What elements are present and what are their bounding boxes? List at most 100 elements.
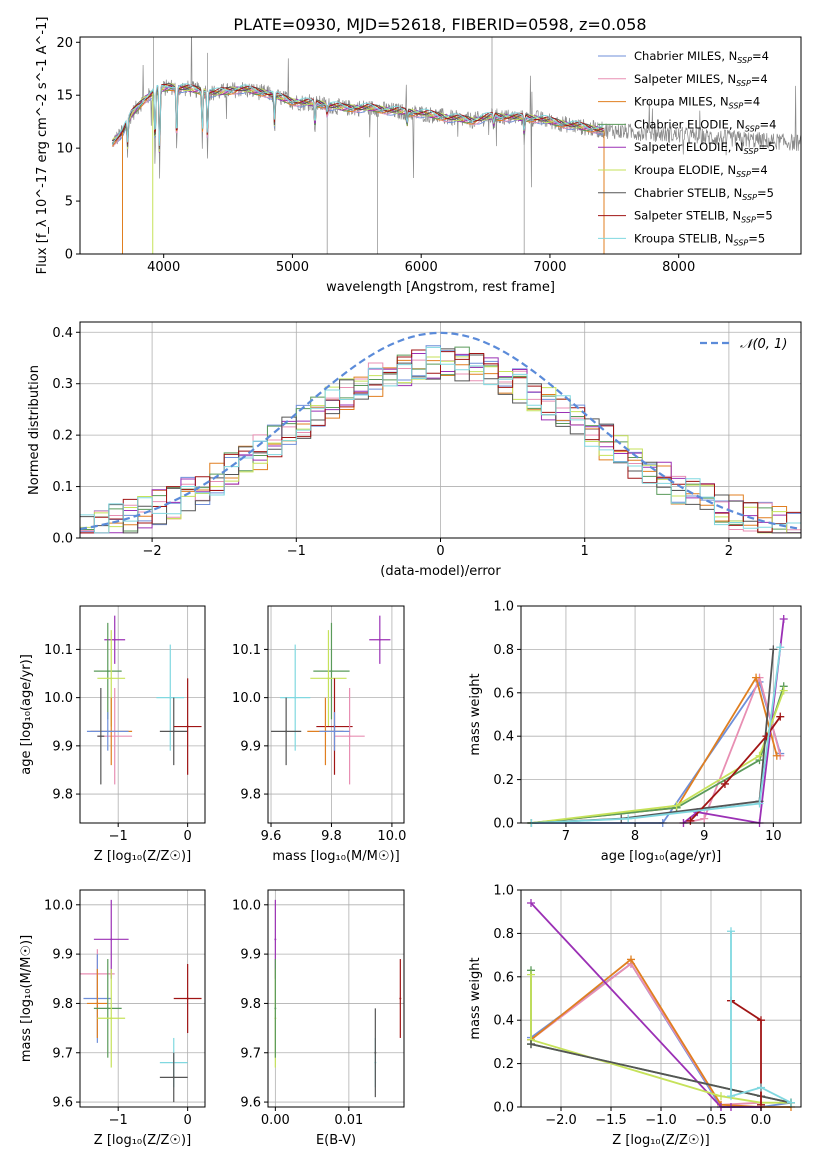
series-marker [624,814,633,823]
y-tick-label: 10.0 [44,898,73,913]
data-point [113,638,116,641]
y-axis-label: mass weight [468,673,483,755]
y-tick-label: 10.0 [232,691,261,706]
y-tick-label: 20 [56,36,73,51]
x-tick-label: 10.0 [377,829,406,844]
spectrum-panel: 4000 5000 6000 7000 8000 0 5 10 15 20 wavelength [… [35,17,802,295]
series-marker [720,779,729,788]
data-point [186,725,189,728]
x-tick-label: −1 [109,829,128,844]
mass-vs-Z-panel: −1 0 9.6 9.7 9.8 9.9 10.0 Z [log₁₀(Z/Z☉)] mass [… [19,889,206,1148]
data-point [113,735,116,738]
y-tick-label: 0.2 [493,773,514,788]
series-line [530,962,762,1106]
y-tick-label: 0.8 [493,927,514,942]
series-line [531,675,778,824]
series-marker [757,1083,765,1092]
data-point [110,1017,113,1020]
y-tick-label: 9.8 [52,788,73,803]
x-tick-label: 0.0 [751,1113,772,1128]
y-tick-label: 15 [56,89,73,104]
series-marker [757,1016,765,1025]
series-marker [769,645,778,654]
data-point [169,696,172,699]
axes-frame [267,889,405,1108]
data-point [274,1007,277,1010]
x-tick-label: 4000 [147,260,180,275]
legend-label: Salpeter STELIB, NSSP=5 [634,209,773,225]
series-marker [727,1092,735,1101]
spectrum-model-line [111,83,604,147]
y-tick-label: 0.0 [493,1101,514,1116]
y-tick-label: 9.9 [240,948,261,963]
series-marker [727,927,735,936]
x-tick-label: 9.8 [321,829,342,844]
x-tick-label: 1 [581,544,589,559]
y-tick-label: 9.9 [240,739,261,754]
x-tick-label: 7000 [533,260,566,275]
x-tick-label: 0.01 [334,1113,363,1128]
y-tick-label: 9.6 [52,1096,73,1111]
x-tick-label: 7 [562,829,570,844]
data-point [374,1051,377,1054]
series-marker [779,615,788,624]
y-tick-label: 9.9 [52,948,73,963]
y-tick-label: 10.0 [232,898,261,913]
x-tick-label: 0 [436,544,444,559]
data-point [327,677,330,680]
y-tick-label: 0.2 [493,1057,514,1072]
figure-title: PLATE=0930, MJD=52618, FIBERID=0598, z=0… [233,15,646,34]
y-tick-label: 9.8 [240,997,261,1012]
series-marker [779,686,788,695]
series-marker [627,955,635,964]
data-point [348,735,351,738]
x-tick-label: 6000 [405,260,438,275]
histogram-series [80,346,801,534]
x-tick-label: 2 [725,544,733,559]
series-line [730,931,792,1104]
axes-frame [79,36,802,255]
data-point [285,730,288,733]
x-tick-label: −1 [287,544,306,559]
x-axis-label: age [log₁₀(age/yr)] [601,849,722,864]
x-tick-label: 9.6 [261,829,282,844]
y-tick-label: 0 [65,248,73,263]
age-vs-Z-panel: −1 0 9.8 9.9 10.0 10.1 Z [log₁₀(Z/Z☉)] age [log… [19,605,206,864]
x-tick-label: 8 [631,829,639,844]
x-tick-label: −1.0 [645,1113,677,1128]
x-tick-label: 8000 [662,260,695,275]
x-tick-label: 0.00 [261,1113,290,1128]
series-marker [752,673,761,682]
x-tick-label: −2.0 [545,1113,577,1128]
y-tick-label: 1.0 [493,600,514,615]
series-marker [717,1092,725,1101]
data-point [172,730,175,733]
x-axis-label: mass [log₁₀(M/M☉)] [272,849,399,864]
x-tick-label: −1.5 [595,1113,627,1128]
series-marker [527,1040,535,1049]
x-tick-label: 0 [183,829,191,844]
axes-frame [79,889,206,1108]
x-tick-label: −2 [143,544,162,559]
data-point [106,1007,109,1010]
y-tick-label: 9.7 [52,1046,73,1061]
y-axis-label: age [log₁₀(age/yr)] [19,654,34,775]
x-tick-label: −0.5 [695,1113,727,1128]
series-marker [772,751,781,760]
x-tick-label: −1 [109,1113,128,1128]
x-tick-label: 9 [700,829,708,844]
spectrum-model-line [112,86,604,152]
axes-frame [79,605,206,824]
y-axis-label: mass [log₁₀(M/M☉)] [19,935,34,1062]
series-line [689,716,782,822]
legend-label: Salpeter MILES, NSSP=4 [634,72,768,88]
data-point [333,730,336,733]
y-axis-label: Flux [f_λ 10^-17 erg cm^-2 s^-1 A^-1] [35,17,50,275]
legend-label: Chabrier MILES, NSSP=4 [634,49,769,65]
y-tick-label: 9.6 [240,1096,261,1111]
data-point [106,730,109,733]
spectrum-model-line [111,84,604,153]
series-marker [527,970,535,979]
axes-frame [520,605,802,824]
x-tick-label: 0 [183,1113,191,1128]
